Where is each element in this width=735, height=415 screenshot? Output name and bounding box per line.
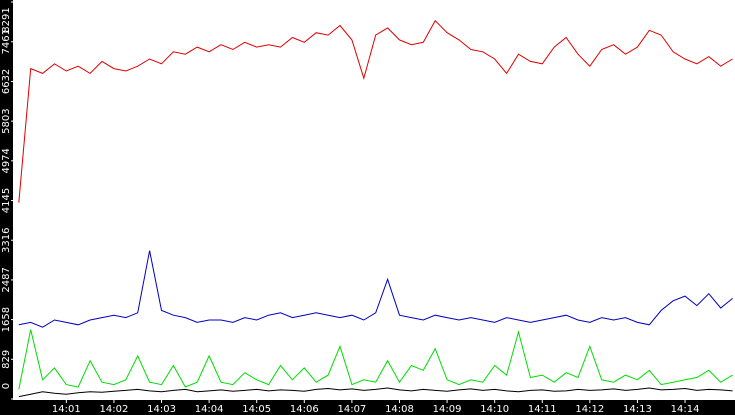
- y-tick-label: 7461: [1, 29, 12, 54]
- x-tick-label: 14:12: [575, 404, 604, 415]
- y-axis-strip: [0, 0, 13, 415]
- series-line: [18, 19, 733, 203]
- series-line: [18, 329, 733, 390]
- y-tick-label: 8291: [1, 7, 12, 32]
- x-tick-label: 14:05: [242, 404, 271, 415]
- y-tick-label: 4974: [1, 148, 12, 173]
- x-tick-label: 14:09: [433, 404, 462, 415]
- x-axis-strip: [0, 400, 735, 415]
- y-tick-label: 6632: [1, 69, 12, 94]
- x-tick-label: 14:11: [528, 404, 557, 415]
- x-tick-label: 14:01: [52, 404, 81, 415]
- x-tick-label: 14:06: [290, 404, 319, 415]
- y-tick-label: 4145: [1, 188, 12, 213]
- y-tick-label: 2487: [1, 267, 12, 292]
- x-tick-label: 14:04: [195, 404, 224, 415]
- x-tick-label: 14:14: [671, 404, 700, 415]
- y-tick-label: 5803: [1, 108, 12, 133]
- y-tick-label: 0: [1, 383, 12, 389]
- y-tick-label: 1658: [1, 307, 12, 332]
- x-tick-label: 14:07: [337, 404, 366, 415]
- x-tick-label: 14:03: [147, 404, 176, 415]
- x-tick-label: 14:10: [480, 404, 509, 415]
- x-tick-label: 14:08: [385, 404, 414, 415]
- series-line: [18, 387, 733, 398]
- x-tick-label: 14:13: [623, 404, 652, 415]
- x-tick-label: 14:02: [100, 404, 129, 415]
- y-tick-label: 3316: [1, 227, 12, 252]
- y-tick-label: 829: [1, 350, 12, 369]
- series-line: [18, 250, 733, 328]
